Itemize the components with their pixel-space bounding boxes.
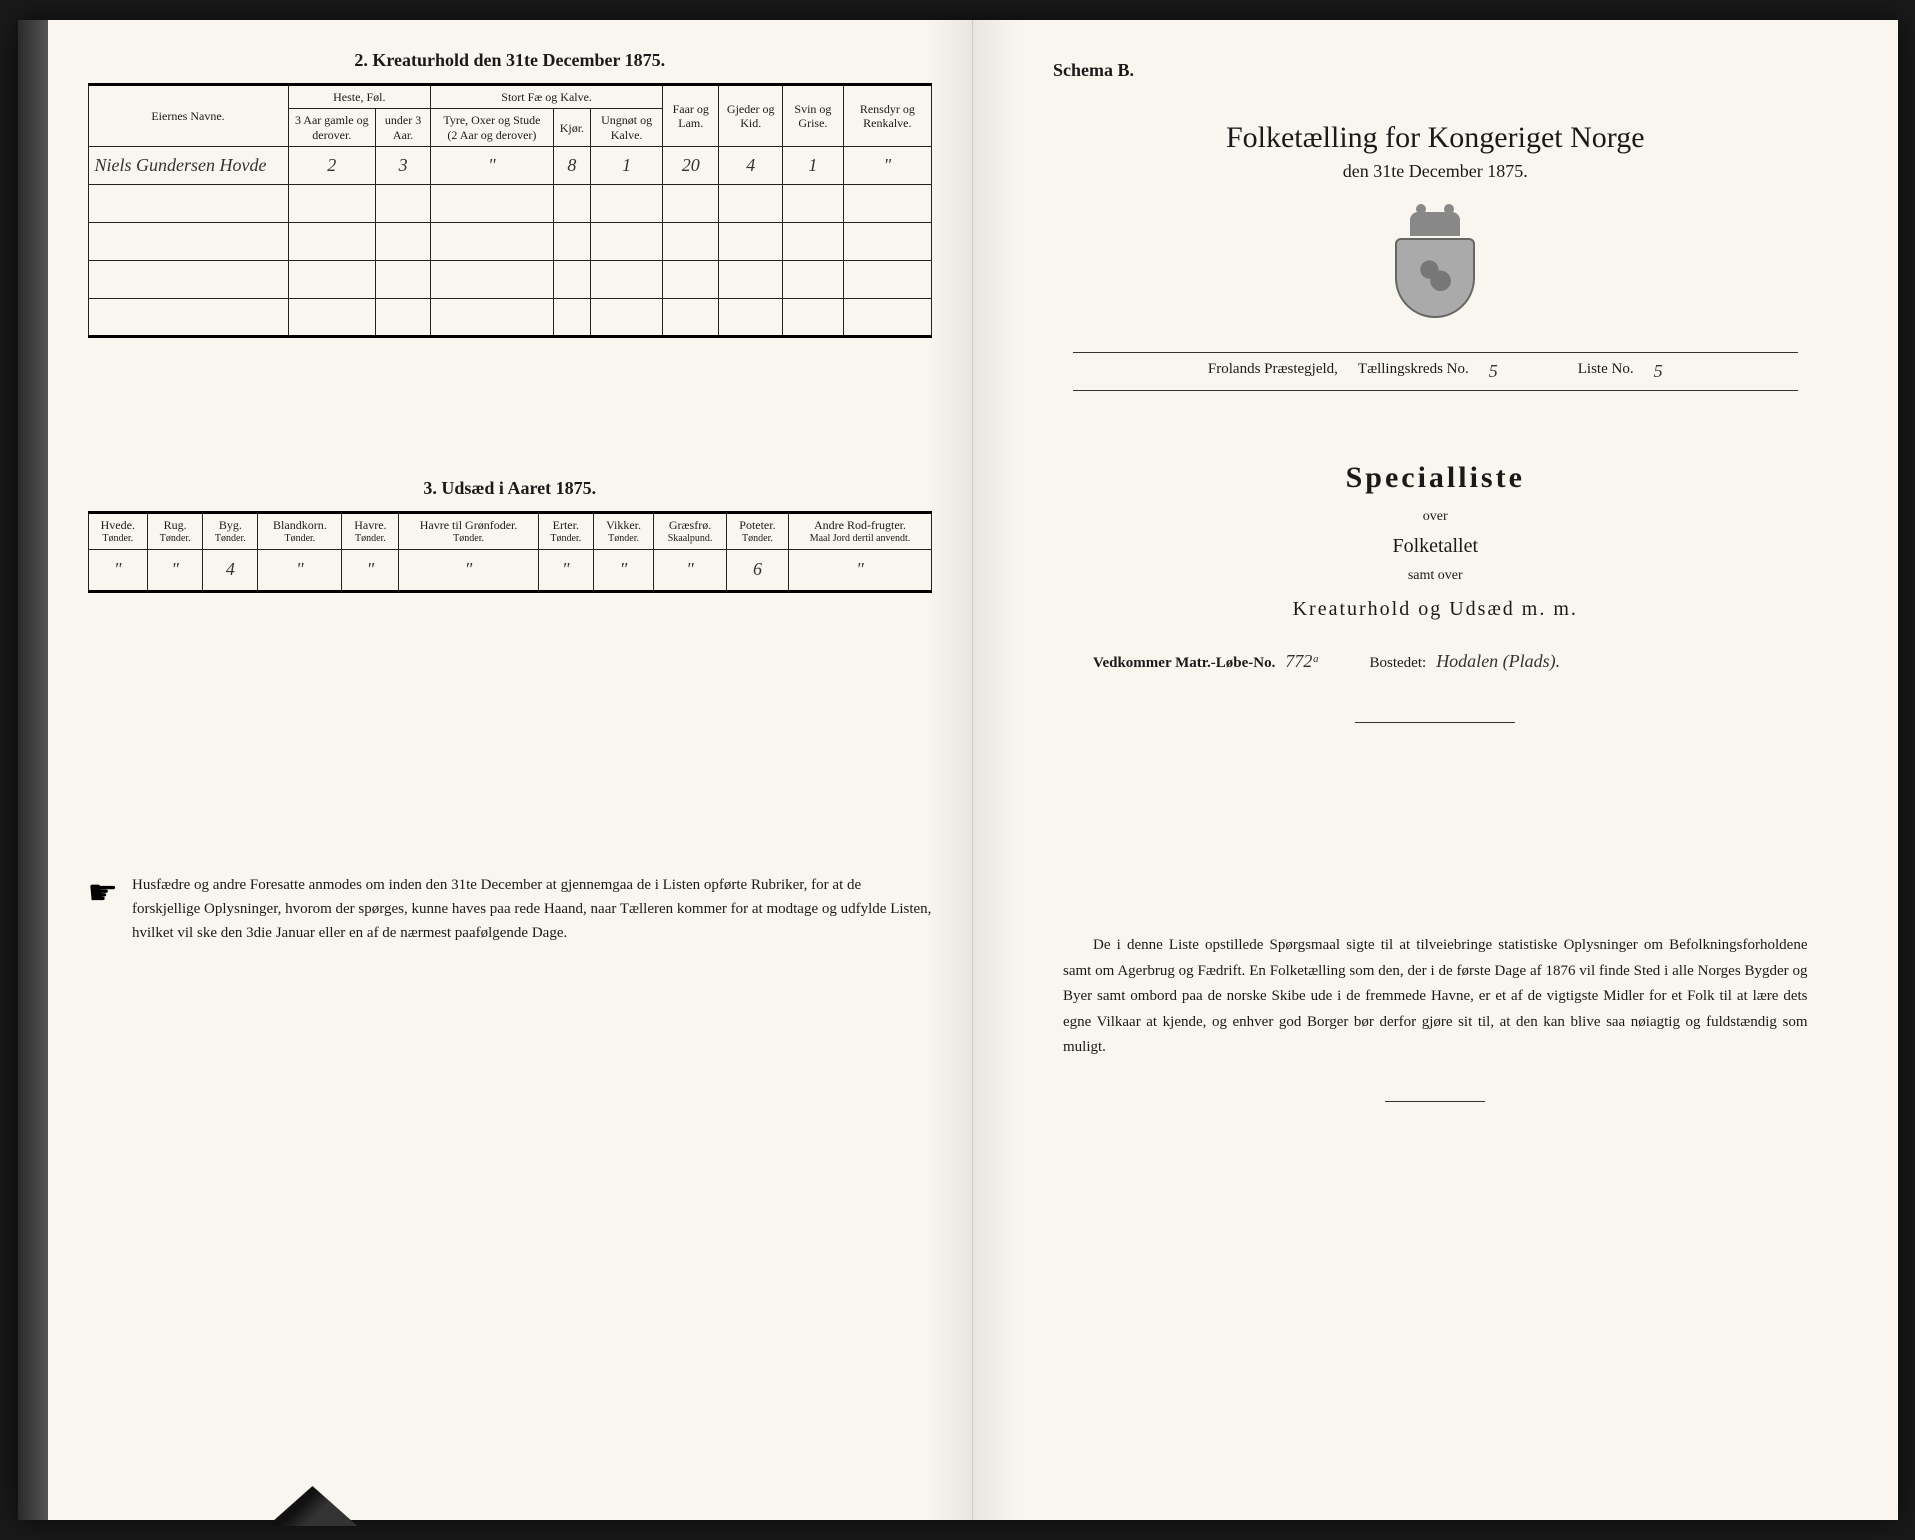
cell-reindeer: " [843,147,931,185]
folketallet-label: Folketallet [1013,535,1858,558]
census-subtitle: den 31te December 1875. [1013,161,1858,182]
col-oats-fodder: Havre til Grønfoder.Tønder. [399,513,538,549]
right-page: Schema B. Folketælling for Kongeriget No… [973,20,1898,1520]
cell-oats-fodder: " [399,549,538,591]
pen-shadow [268,1486,358,1526]
matr-label: Vedkommer Matr.-Løbe-No. [1093,655,1275,672]
book-spread: 2. Kreaturhold den 31te December 1875. E… [18,20,1898,1520]
liste-no: 5 [1654,361,1663,382]
coat-of-arms-icon [1390,212,1480,322]
col-cattle-group: Stort Fæ og Kalve. [431,85,663,109]
col-reindeer: Rensdyr og Renkalve. [843,85,931,147]
col-cattle-3: Ungnøt og Kalve. [591,109,663,147]
section2-title: 2. Kreaturhold den 31te December 1875. [88,50,933,71]
col-mixed: Blandkorn.Tønder. [258,513,342,549]
bostedet-value: Hodalen (Plads). [1436,651,1560,672]
parish-name: Frolands Præstegjeld, [1208,361,1338,382]
cell-wheat: " [88,549,148,591]
schema-label: Schema B. [1053,60,1858,81]
cell-goats: 4 [719,147,783,185]
census-title: Folketælling for Kongeriget Norge [1013,121,1858,155]
parish-line: Frolands Præstegjeld, Tællingskreds No. … [1073,352,1798,391]
col-owner: Eiernes Navne. [88,85,288,147]
book-spine [18,20,48,1520]
col-horses-2: under 3 Aar. [376,109,431,147]
cell-owner: Niels Gundersen Hovde [88,147,288,185]
col-sheep: Faar og Lam. [663,85,719,147]
kreds-no: 5 [1489,361,1498,382]
left-instruction-block: ☛ Husfædre og andre Foresatte anmodes om… [88,873,933,945]
col-rye: Rug.Tønder. [148,513,203,549]
kreatur-line: Kreaturhold og Udsæd m. m. [1013,598,1858,621]
cell-c1: " [431,147,554,185]
cell-vetch: " [593,549,653,591]
cell-rye: " [148,549,203,591]
cell-potato: 6 [726,549,788,591]
col-peas: Erter.Tønder. [538,513,593,549]
cell-h2: 3 [376,147,431,185]
kreds-label: Tællingskreds No. [1358,361,1469,382]
col-horses-1: 3 Aar gamle og derover. [288,109,376,147]
bostedet-label: Bostedet: [1370,655,1427,672]
cell-mixed: " [258,549,342,591]
pointing-hand-icon: ☛ [88,877,118,911]
col-other: Andre Rod-frugter.Maal Jord dertil anven… [788,513,931,549]
specialliste-title: Specialliste [1013,461,1858,495]
samt-over-label: samt over [1013,568,1858,584]
matr-line: Vedkommer Matr.-Løbe-No. 772ᵃ Bostedet: … [1093,651,1778,672]
col-potato: Poteter.Tønder. [726,513,788,549]
right-instruction-text: De i denne Liste opstillede Spørgsmaal s… [1063,933,1808,1061]
cell-h1: 2 [288,147,376,185]
col-cattle-1: Tyre, Oxer og Stude (2 Aar og derover) [431,109,554,147]
section3-title: 3. Udsæd i Aaret 1875. [88,478,933,499]
cell-c2: 8 [553,147,590,185]
over-label-1: over [1013,509,1858,525]
left-page: 2. Kreaturhold den 31te December 1875. E… [48,20,974,1520]
liste-label: Liste No. [1578,361,1634,382]
col-pigs: Svin og Grise. [783,85,844,147]
col-oats: Havre.Tønder. [342,513,399,549]
col-cattle-2: Kjør. [553,109,590,147]
cell-pigs: 1 [783,147,844,185]
cell-sheep: 20 [663,147,719,185]
cell-barley: 4 [203,549,258,591]
col-horses-group: Heste, Føl. [288,85,431,109]
matr-no: 772ᵃ [1285,651,1319,672]
col-wheat: Hvede.Tønder. [88,513,148,549]
kreaturhold-table: Eiernes Navne. Heste, Føl. Stort Fæ og K… [88,83,933,338]
col-goats: Gjeder og Kid. [719,85,783,147]
col-barley: Byg.Tønder. [203,513,258,549]
cell-oats: " [342,549,399,591]
cell-peas: " [538,549,593,591]
divider-small [1385,1101,1485,1102]
udsaed-table: Hvede.Tønder. Rug.Tønder. Byg.Tønder. Bl… [88,511,933,592]
col-grass: Græsfrø.Skaalpund. [654,513,727,549]
left-instruction-text: Husfædre og andre Foresatte anmodes om i… [132,873,932,945]
cell-grass: " [654,549,727,591]
divider [1355,722,1515,723]
cell-other: " [788,549,931,591]
cell-c3: 1 [591,147,663,185]
col-vetch: Vikker.Tønder. [593,513,653,549]
